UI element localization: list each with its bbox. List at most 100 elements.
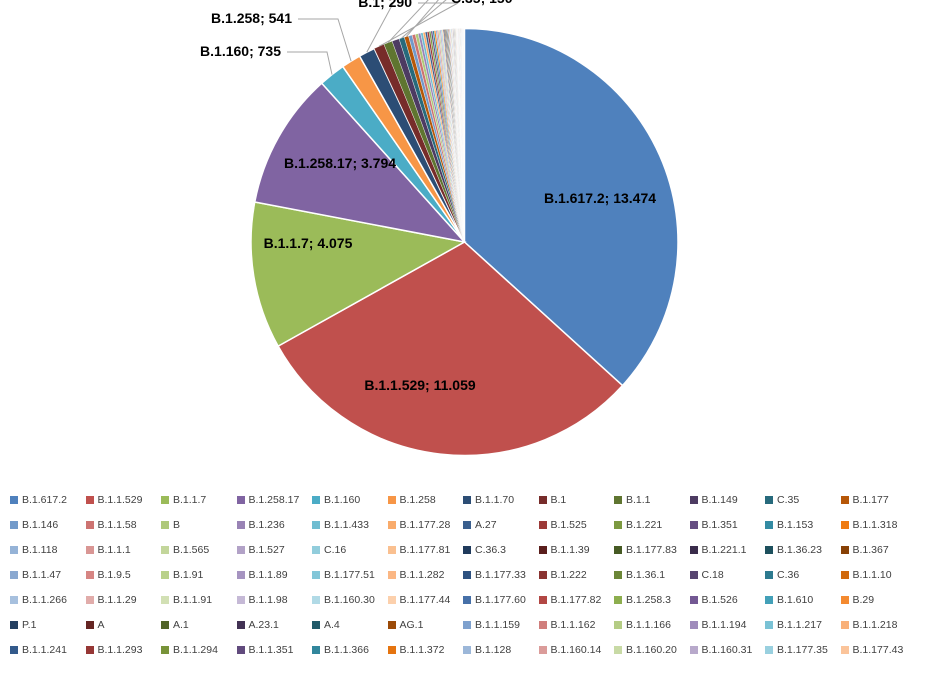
legend-item: B.1.221.1 [689, 544, 766, 556]
legend-label: B.1.1.366 [324, 644, 369, 656]
legend-label: C.36.3 [475, 544, 506, 556]
legend-label: B.1.160 [324, 494, 361, 506]
legend-item: B.1.1.266 [10, 594, 86, 606]
legend-item: B.1.177.83 [614, 544, 690, 556]
legend-item: B.1.351 [689, 519, 766, 531]
legend-swatch [689, 495, 698, 504]
legend-swatch [614, 570, 622, 579]
legend-label: B.1.222 [550, 569, 587, 581]
legend-swatch [765, 520, 773, 529]
legend-item: B.1.1.7 [161, 494, 237, 506]
legend-label: B.1.1 [626, 494, 651, 506]
slice-label: B.1; 290 [358, 0, 412, 10]
legend-label: B.1.258 [399, 494, 436, 506]
legend-swatch [689, 570, 698, 579]
legend-label: B.1.1.218 [852, 619, 898, 631]
legend-label: B.1.1.98 [248, 594, 288, 606]
legend-item: A.27 [463, 519, 539, 531]
legend-item: B.1.146 [10, 519, 86, 531]
legend-swatch [463, 495, 471, 504]
legend-item: B.1.36.1 [614, 569, 690, 581]
legend-swatch [85, 520, 94, 529]
legend-label: B.1.160.30 [324, 594, 375, 606]
legend-swatch [765, 570, 773, 579]
legend-swatch [840, 570, 849, 579]
legend-item: B.1.160 [312, 494, 388, 506]
legend-item: B.1.160.30 [312, 594, 388, 606]
legend-swatch [85, 545, 94, 554]
legend-label: B.1.1.39 [550, 544, 590, 556]
legend-swatch [236, 545, 245, 554]
legend-label: B.1.149 [701, 494, 738, 506]
legend-item: C.36 [765, 569, 841, 581]
legend-row: B.1.118 B.1.1.1 B.1.565 B.1.527 C.16 B.1.177.… [10, 544, 925, 569]
slice-label: B.1.258; 541 [211, 10, 292, 26]
legend-swatch [236, 595, 245, 604]
legend-item: B.1.177.33 [463, 569, 539, 581]
legend-label: AG.1 [399, 619, 424, 631]
legend-swatch [387, 645, 396, 654]
legend-label: B.1.1.89 [248, 569, 288, 581]
legend-item: B.1.1.194 [689, 619, 766, 631]
slice-label: C.35; 150 [451, 0, 513, 6]
legend-label: P.1 [22, 619, 37, 631]
legend-item: B.1.367 [840, 544, 917, 556]
legend-item: B.1.1.89 [236, 569, 313, 581]
legend-row: B.1.1.241 B.1.1.293 B.1.1.294 B.1.1.351 B.1.… [10, 644, 925, 669]
legend-swatch [161, 520, 169, 529]
leader-line [287, 51, 333, 75]
label-leader-lines [287, 0, 459, 75]
legend-item: B.1.177.28 [387, 519, 464, 531]
legend-item: B.1.160.31 [689, 644, 766, 656]
legend-label: B.1.1.58 [97, 519, 137, 531]
legend-label: B.1.9.5 [97, 569, 131, 581]
legend-label: B.1.177.83 [626, 544, 677, 556]
legend-swatch [765, 620, 773, 629]
legend-label: B.1.1.266 [22, 594, 67, 606]
legend-item: B.1.258 [387, 494, 464, 506]
legend-swatch [840, 495, 849, 504]
legend-item: B.1.177.60 [463, 594, 539, 606]
legend-item: B.1.526 [689, 594, 766, 606]
legend-swatch [538, 495, 547, 504]
legend-swatch [161, 545, 169, 554]
legend-swatch [85, 595, 94, 604]
slice-labels: B.1.617.2; 13.474 B.1.1.529; 11.059 B.1.1.… [200, 0, 656, 393]
legend-label: B.1.177.51 [324, 569, 375, 581]
legend-swatch [463, 645, 471, 654]
legend-swatch [387, 520, 396, 529]
legend-swatch [10, 570, 18, 579]
legend-item: A.23.1 [236, 619, 313, 631]
legend-label: B.1.160.14 [550, 644, 602, 656]
legend-swatch [840, 545, 849, 554]
pie-slice-b-1-617-2 [463, 27, 679, 387]
legend-swatch [85, 570, 94, 579]
legend-item: A.1 [161, 619, 237, 631]
legend-row: B.1.146 B.1.1.58 B B.1.236 B.1.1.433 B.1.177.… [10, 519, 925, 544]
legend-swatch [538, 570, 547, 579]
legend-swatch [614, 495, 622, 504]
slice-label: B.1.1.529; 11.059 [364, 377, 476, 393]
legend-swatch [236, 520, 245, 529]
legend-item: B.1.36.23 [765, 544, 841, 556]
legend-label: B.1.1.194 [701, 619, 747, 631]
slice-label: B.1.258.17; 3.794 [284, 155, 396, 171]
legend-swatch [10, 645, 18, 654]
legend-label: B.1.160.20 [626, 644, 677, 656]
legend-label: B.1.367 [852, 544, 889, 556]
legend-swatch [765, 495, 773, 504]
legend-swatch [312, 595, 320, 604]
legend-label: B.1.177.43 [852, 644, 904, 656]
legend-swatch [312, 570, 320, 579]
legend-item: C.35 [765, 494, 841, 506]
legend-label: B.1.1.166 [626, 619, 671, 631]
legend-swatch [161, 495, 169, 504]
legend-item: B.1.527 [236, 544, 313, 556]
legend-item: B.1.1.39 [538, 544, 615, 556]
legend-label: B.1.1.10 [852, 569, 892, 581]
legend-item: B.1.1.241 [10, 644, 86, 656]
legend-label: B.1.236 [248, 519, 285, 531]
legend-item: B.1.1.91 [161, 594, 237, 606]
legend-row: B.1.617.2 B.1.1.529 B.1.1.7 B.1.258.17 B.1.1… [10, 494, 925, 519]
legend-swatch [312, 520, 320, 529]
